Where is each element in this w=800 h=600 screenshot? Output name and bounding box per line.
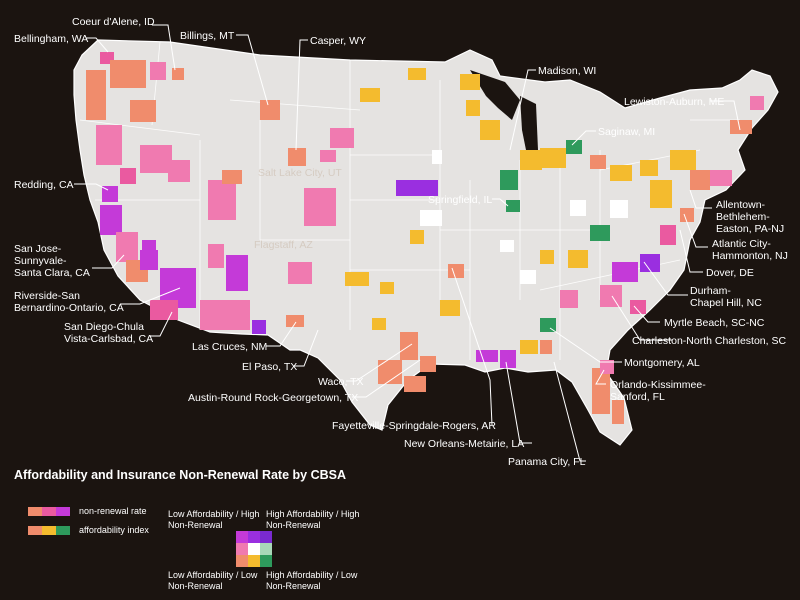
legend-corner-top-left: Low Affordability / High Non-Renewal [168, 509, 260, 530]
legend-corner-bottom-right: High Affordability / Low Non-Renewal [266, 570, 358, 591]
label-line: Atlantic City- [712, 238, 771, 250]
affordability-swatch-1 [28, 525, 42, 535]
label-san-jose: San Jose-Sunnyvale-Santa Clara, CA [14, 243, 90, 279]
legend-corner-top-right: High Affordability / High Non-Renewal [266, 509, 360, 530]
legend-corner-bottom-left: Low Affordability / Low Non-Renewal [168, 570, 258, 591]
label-waco: Waco, TX [318, 376, 364, 388]
label-coeur-dalene: Coeur d'Alene, ID [72, 16, 155, 28]
nonrenewal-swatch-1 [28, 506, 42, 516]
label-austin: Austin-Round Rock-Georgetown, TX [188, 392, 358, 404]
label-casper: Casper, WY [310, 35, 366, 47]
label-fayetteville: Fayetteville-Springdale-Rogers, AR [332, 420, 496, 432]
label-faint-flagstaff: Flagstaff, AZ [254, 239, 313, 251]
affordability-swatch [28, 525, 70, 535]
label-line: San Jose- [14, 243, 62, 255]
label-dover: Dover, DE [706, 267, 754, 279]
label-durham: Durham-Chapel Hill, NC [690, 285, 762, 309]
nonrenewal-label: non-renewal rate [79, 506, 147, 516]
label-montgomery: Montgomery, AL [624, 357, 700, 369]
great-lakes [470, 70, 520, 120]
legend-affordability: affordability index [28, 525, 149, 535]
label-line: Allentown- [716, 199, 766, 211]
label-madison: Madison, WI [538, 65, 596, 77]
label-line: Easton, PA-NJ [716, 223, 784, 235]
label-charleston: Charleston-North Charleston, SC [632, 335, 786, 347]
bivariate-cell [248, 531, 260, 543]
bivariate-cell [248, 543, 260, 555]
label-allentown: Allentown-Bethlehem-Easton, PA-NJ [716, 199, 784, 235]
lake-michigan [520, 96, 538, 160]
label-line: Chapel Hill, NC [690, 297, 762, 309]
label-line: Sunnyvale- [14, 255, 67, 267]
cbsa-regions [86, 52, 764, 424]
label-saginaw: Saginaw, MI [598, 126, 655, 138]
label-billings: Billings, MT [180, 30, 235, 42]
affordability-swatch-2 [42, 525, 56, 535]
label-san-diego: San Diego-Chula Vista-Carlsbad, CA [64, 321, 153, 345]
label-bellingham: Bellingham, WA [14, 33, 88, 45]
nonrenewal-swatch [28, 506, 70, 516]
label-line: Sanford, FL [610, 391, 665, 403]
nonrenewal-swatch-3 [56, 506, 70, 516]
label-panama-city: Panama City, FL [508, 456, 586, 468]
label-atlantic-city: Atlantic City-Hammonton, NJ [712, 238, 788, 262]
bivariate-cell [236, 555, 248, 567]
label-redding: Redding, CA [14, 179, 74, 191]
label-springfield: Springfield, IL [428, 194, 492, 206]
label-line: Bethlehem- [716, 211, 770, 223]
label-line: Orlando-Kissimmee- [610, 379, 706, 391]
label-line: Bernardino-Ontario, CA [14, 302, 124, 314]
label-lewiston: Lewiston-Auburn, ME [624, 96, 724, 108]
bivariate-cell [260, 531, 272, 543]
affordability-label: affordability index [79, 525, 149, 535]
label-el-paso: El Paso, TX [242, 361, 297, 373]
bivariate-cell [260, 555, 272, 567]
bivariate-legend-grid [236, 531, 272, 567]
label-faint-saltlake: Salt Lake City, UT [258, 167, 342, 179]
label-riverside: Riverside-San Bernardino-Ontario, CA [14, 290, 124, 314]
chart-title: Affordability and Insurance Non-Renewal … [14, 468, 346, 482]
label-orlando: Orlando-Kissimmee-Sanford, FL [610, 379, 706, 403]
label-line: Hammonton, NJ [712, 250, 788, 262]
label-line: Santa Clara, CA [14, 267, 90, 279]
label-line: San Diego-Chula [64, 321, 144, 333]
label-myrtle-beach: Myrtle Beach, SC-NC [664, 317, 765, 329]
label-line: Durham- [690, 285, 731, 297]
bivariate-cell [236, 531, 248, 543]
bivariate-cell [260, 543, 272, 555]
bivariate-cell [236, 543, 248, 555]
leader-lines [74, 24, 741, 462]
label-line: Riverside-San [14, 290, 80, 302]
nonrenewal-swatch-2 [42, 506, 56, 516]
label-las-cruces: Las Cruces, NM [192, 341, 267, 353]
label-line: Vista-Carlsbad, CA [64, 333, 153, 345]
bivariate-cell [248, 555, 260, 567]
affordability-swatch-3 [56, 525, 70, 535]
map-labels: Coeur d'Alene, ID Bellingham, WA Billing… [14, 16, 788, 468]
label-new-orleans: New Orleans-Metairie, LA [404, 438, 524, 450]
legend-nonrenewal: non-renewal rate [28, 506, 147, 516]
